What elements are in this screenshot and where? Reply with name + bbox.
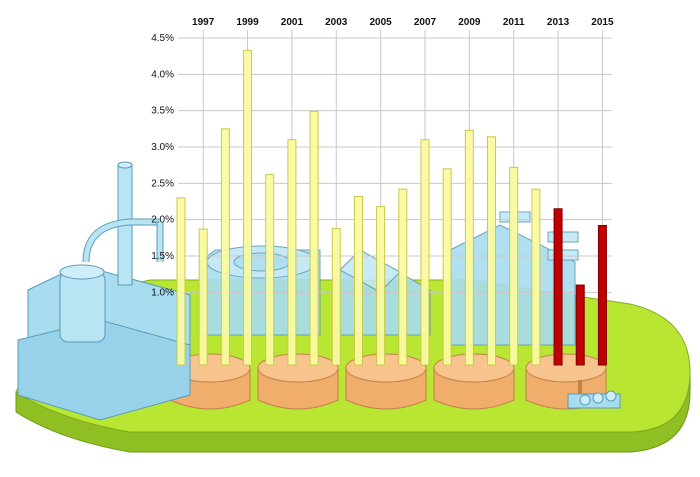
x-tick-label: 1999 <box>236 17 259 28</box>
bar-1999 <box>243 49 253 366</box>
bar-2005 <box>376 206 386 366</box>
y-tick-label: 4.5% <box>151 33 174 44</box>
bars <box>176 49 607 366</box>
x-tick-label: 2013 <box>547 17 570 28</box>
x-tick-label: 1997 <box>192 17 215 28</box>
building-center <box>199 245 321 336</box>
y-tick-label: 1.5% <box>151 251 174 262</box>
bar-2012 <box>531 188 541 366</box>
y-tick-label: 2.0% <box>151 215 174 226</box>
bar-2000 <box>265 174 275 366</box>
bar-2014 <box>575 284 585 366</box>
bar-2003 <box>331 227 341 366</box>
y-axis-ticks: 1.0% 1.5% 2.0% 2.5% 3.0% 3.5% 4.0% 4.5% <box>151 33 174 298</box>
bar-2009 <box>464 129 474 366</box>
bar-1997 <box>198 228 208 366</box>
bar-1998 <box>220 128 230 366</box>
bar-2004 <box>353 195 363 366</box>
bar-2015 <box>597 224 607 366</box>
bar-2013 <box>553 208 563 366</box>
x-tick-label: 2015 <box>591 17 614 28</box>
bar-2010 <box>487 136 497 366</box>
y-tick-label: 3.5% <box>151 106 174 117</box>
x-tick-label: 2005 <box>369 17 392 28</box>
bar-2001 <box>287 139 297 366</box>
y-tick-label: 3.0% <box>151 142 174 153</box>
industrial-plant-illustration <box>15 161 691 453</box>
x-tick-label: 2007 <box>414 17 437 28</box>
x-tick-label: 2003 <box>325 17 348 28</box>
bar-2006 <box>398 188 408 366</box>
x-tick-label: 2001 <box>281 17 304 28</box>
x-tick-label: 2011 <box>503 17 525 28</box>
y-tick-label: 4.0% <box>151 69 174 80</box>
valve-unit <box>567 380 621 409</box>
bar-2007 <box>420 139 430 366</box>
y-tick-label: 2.5% <box>151 178 174 189</box>
bar-2008 <box>442 168 452 366</box>
bar-2002 <box>309 110 319 366</box>
bar-1996 <box>176 197 186 366</box>
y-tick-label: 1.0% <box>151 287 174 298</box>
x-axis-ticks: 1997 1999 2001 2003 2005 2007 2009 2011 2013 2015 <box>192 17 614 28</box>
x-tick-label: 2009 <box>458 17 481 28</box>
tank-row <box>169 353 607 410</box>
factory-left <box>17 161 191 421</box>
bar-2011 <box>509 166 519 366</box>
